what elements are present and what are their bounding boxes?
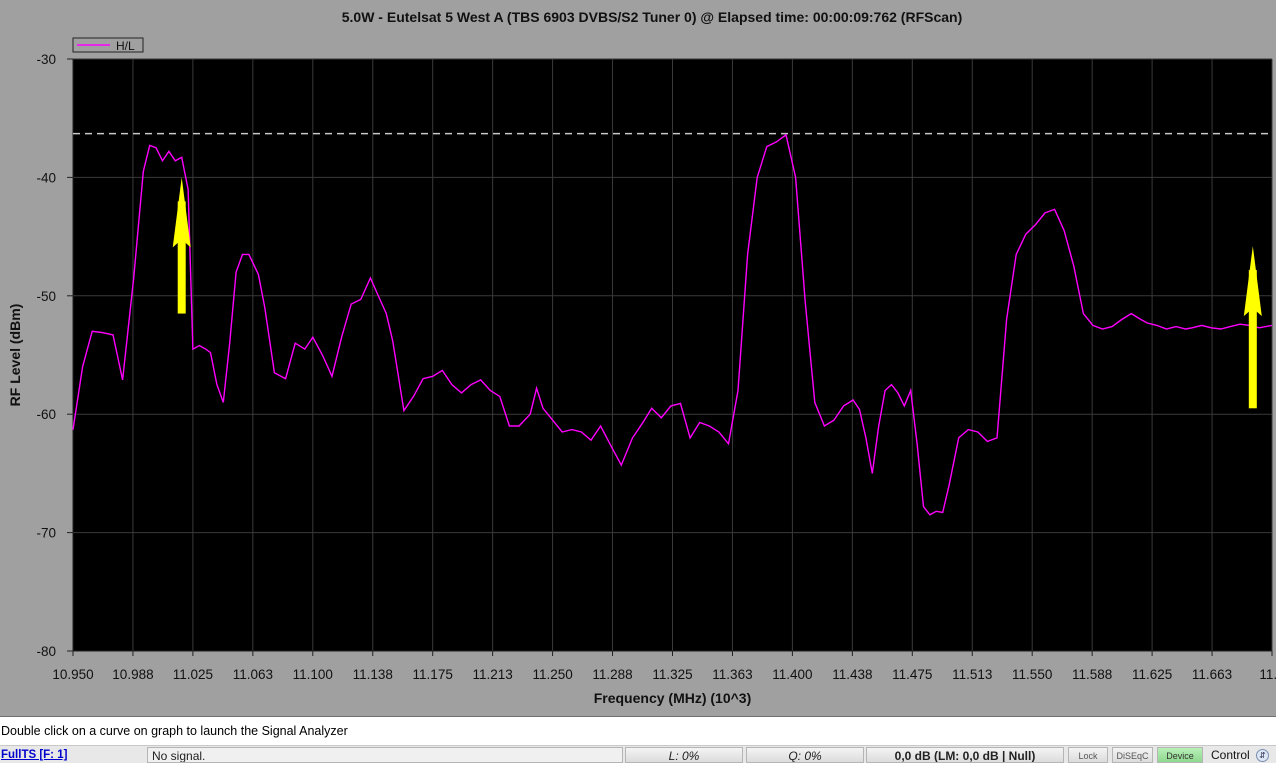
annotation-arrow-head <box>1243 246 1262 317</box>
x-tick-label: 11.288 <box>592 667 632 682</box>
x-tick-label: 11.438 <box>832 667 872 682</box>
x-tick-label: 10.950 <box>52 667 93 682</box>
chart-title: 5.0W - Eutelsat 5 West A (TBS 6903 DVBS/… <box>341 9 963 25</box>
x-tick-label: 11.063 <box>233 667 273 682</box>
y-tick-label: -50 <box>36 289 56 304</box>
spectrum-plot[interactable]: 10.950 10.988 11.025 11.063 11.100 11.138 11.1… <box>0 0 1276 716</box>
status-bar: FullTS [F: 1] No signal. L: 0% Q: 0% 0,0… <box>0 745 1276 763</box>
lock-button[interactable]: Lock <box>1068 747 1108 763</box>
device-button[interactable]: Device <box>1157 747 1203 763</box>
x-tick-label: 11.400 <box>772 667 812 682</box>
annotation-arrow-shaft <box>177 201 186 314</box>
y-tick-label: -70 <box>36 526 56 541</box>
x-tick-label: 11.213 <box>473 667 513 682</box>
legend-label-h-l: H/L <box>116 39 135 53</box>
snr-indicator: 0,0 dB (LM: 0,0 dB | Null) <box>866 747 1064 763</box>
x-tick-label: 11.175 <box>413 667 453 682</box>
spectrum-chart-panel: 5.0W - Eutelsat 5 West A (TBS 6903 DVBS/… <box>0 0 1276 717</box>
x-tick-label: 11.363 <box>712 667 752 682</box>
control-label[interactable]: Control <box>1211 748 1250 762</box>
level-indicator: L: 0% <box>625 747 743 763</box>
y-tick-label: -40 <box>36 170 56 185</box>
x-tick-label: 11.550 <box>1012 667 1052 682</box>
x-tick-label: 11.588 <box>1072 667 1112 682</box>
x-tick-label: 11.250 <box>532 667 572 682</box>
x-tick-label: 11.325 <box>652 667 692 682</box>
series-line-h-l <box>72 133 1273 516</box>
fullts-link[interactable]: FullTS [F: 1] <box>1 749 68 761</box>
annotation-arrow-shaft <box>1248 270 1257 409</box>
y-tick-label: -30 <box>36 52 56 67</box>
x-tick-label: 11.475 <box>892 667 932 682</box>
x-tick-label: 10.988 <box>112 667 153 682</box>
signal-status: No signal. <box>147 747 623 763</box>
y-axis-label: RF Level (dBm) <box>7 304 23 407</box>
hint-text: Double click on a curve on graph to laun… <box>1 724 348 738</box>
x-tick-label: 11.625 <box>1132 667 1172 682</box>
x-tick-label: 11.025 <box>173 667 213 682</box>
x-tick-label: 11.513 <box>952 667 992 682</box>
x-tick-label: 11.7 <box>1259 667 1276 682</box>
y-tick-label: -60 <box>36 407 56 422</box>
x-tick-label: 11.138 <box>353 667 393 682</box>
x-tick-label: 11.663 <box>1192 667 1232 682</box>
x-tick-label: 11.100 <box>293 667 333 682</box>
control-icon[interactable]: ⇵ <box>1256 749 1269 762</box>
diseqc-button[interactable]: DiSEqC <box>1112 747 1153 763</box>
y-tick-label: -80 <box>36 644 56 659</box>
x-axis-label: Frequency (MHz) (10^3) <box>594 690 752 706</box>
quality-indicator: Q: 0% <box>746 747 864 763</box>
hint-bar: Double click on a curve on graph to laun… <box>0 717 1276 745</box>
annotation-arrow-head <box>172 177 191 248</box>
